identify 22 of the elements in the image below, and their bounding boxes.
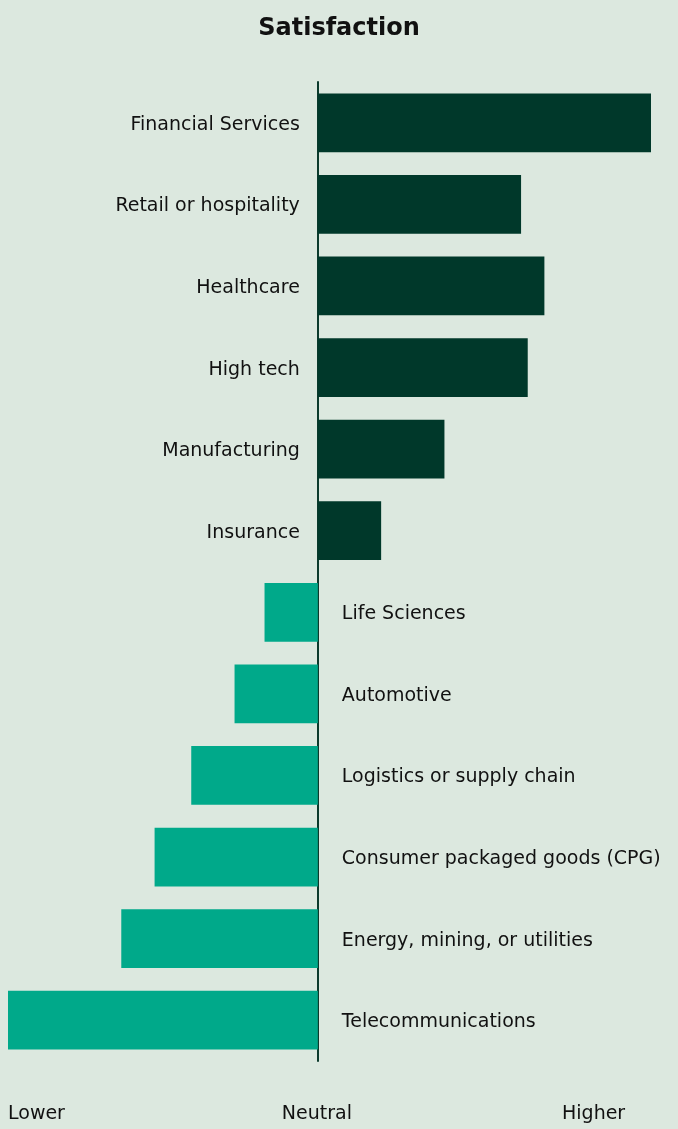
bar [264,582,318,642]
y-tick-label: Insurance [206,519,300,542]
text: Neutral [281,1100,352,1123]
bar [121,909,318,968]
y-tick-label: Consumer packaged goods (CPG) [341,846,661,869]
y-tick-label: Life Sciences [341,601,466,624]
y-tick-label: High tech [208,356,300,379]
y-tick-label: Retail or hospitality [115,193,300,216]
y-tick-label: Healthcare [196,274,300,297]
y-tick-label: Energy, mining, or utilities [341,927,593,950]
bar [154,827,318,887]
y-tick-label: Financial Services [130,111,300,134]
chart-title: Satisfaction [258,13,420,41]
bar [8,990,318,1050]
bar [191,746,318,805]
bar [234,664,318,724]
y-tick-label: Telecommunications [340,1009,536,1032]
y-tick-label: Manufacturing [162,438,300,461]
y-tick-label: Logistics or supply chain [341,764,576,787]
text: Higher [562,1100,626,1123]
text: Lower [8,1100,66,1123]
y-tick-label: Automotive [341,682,452,705]
